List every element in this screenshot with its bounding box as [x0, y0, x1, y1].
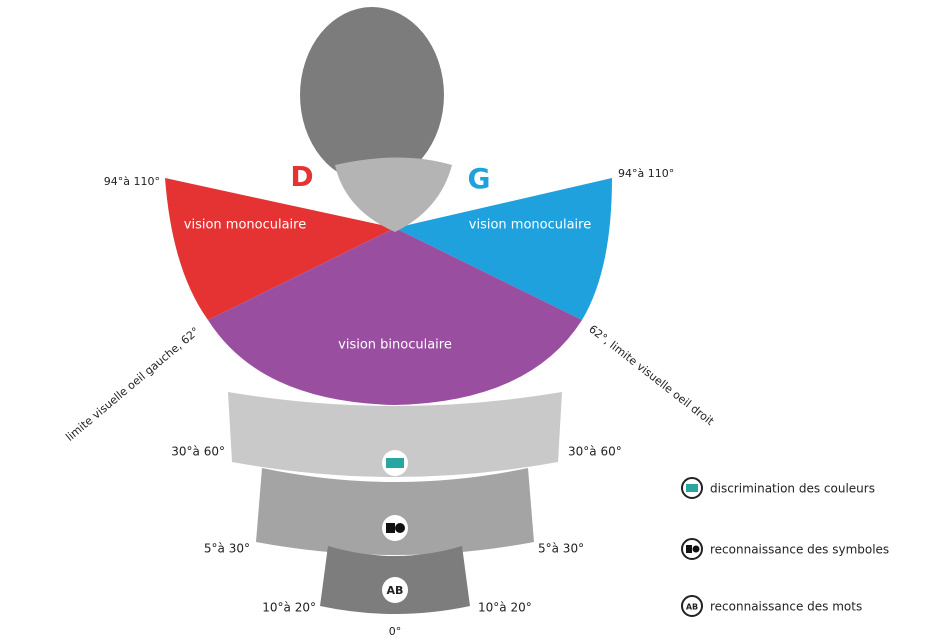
- eye-label: D: [290, 160, 313, 193]
- words-icon-text: AB: [387, 584, 404, 597]
- legend-swatch: [686, 484, 698, 492]
- zone-label: vision binoculaire: [338, 338, 452, 353]
- angle-label: 10°à 20°: [478, 601, 532, 615]
- eye-label: G: [468, 162, 491, 195]
- limit-label: limite visuelle oeil gauche, 62°: [63, 325, 202, 444]
- angle-label: 30°à 60°: [568, 445, 622, 459]
- legend-dot: [693, 546, 700, 553]
- legend-label: reconnaissance des symboles: [710, 543, 889, 557]
- zone-label: vision monoculaire: [184, 218, 306, 233]
- band-5-30: [256, 468, 534, 555]
- diagram: AB D G 94°à 110° 94°à 110° vision monocu…: [0, 0, 939, 641]
- legend-label: discrimination des couleurs: [710, 482, 875, 496]
- angle-label: 5°à 30°: [204, 542, 250, 556]
- zone-label: vision monoculaire: [469, 218, 591, 233]
- legend-label: reconnaissance des mots: [710, 600, 862, 614]
- head: [300, 7, 444, 183]
- angle-label: 5°à 30°: [538, 542, 584, 556]
- angle-label: 30°à 60°: [171, 445, 225, 459]
- symbol-square: [386, 523, 395, 533]
- angle-label: 94°à 110°: [618, 167, 674, 180]
- color-swatch: [386, 458, 404, 468]
- limit-label: 62°, limite visuelle oeil droit: [586, 322, 717, 428]
- symbol-dot: [395, 523, 405, 533]
- legend-swatch: [686, 545, 692, 553]
- angle-label: 94°à 110°: [104, 175, 160, 188]
- legend-icon-text: AB: [686, 603, 698, 612]
- angle-label: 10°à 20°: [262, 601, 316, 615]
- angle-label: 0°: [389, 625, 402, 638]
